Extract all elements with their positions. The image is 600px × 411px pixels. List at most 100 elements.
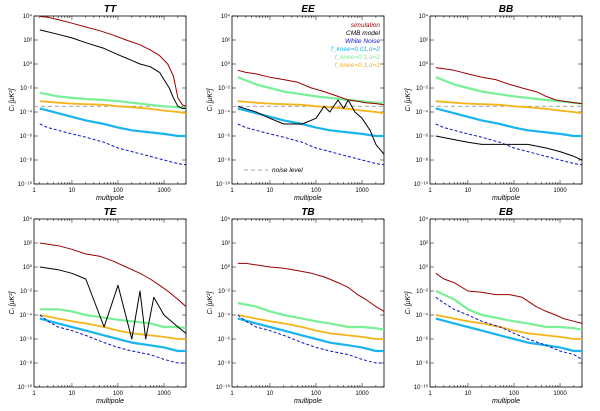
panel-eb: EB 1 10 100 1000 10⁴ 10² 10⁰ 10⁻² 10⁻⁴ 10⁻⁶ 10⁻⁸ 10⁻… xyxy=(405,207,583,405)
panel-frame xyxy=(429,15,583,185)
y-tick-label: 10⁻⁴ xyxy=(218,109,231,116)
legend-entry-simulation: simulation xyxy=(351,22,381,29)
y-tick-label: 10² xyxy=(419,38,428,44)
y-axis-label: Cₗ [μK²] xyxy=(207,88,214,112)
series-f-01-a2 xyxy=(39,308,186,330)
panel-title: BB xyxy=(499,4,513,15)
x-axis-label: multipole xyxy=(294,398,322,405)
y-tick-label: 10⁻⁶ xyxy=(416,133,429,140)
x-tick-label: 1 xyxy=(32,188,36,194)
x-tick-label: 10 xyxy=(465,188,472,194)
legend-noise-label: noise level xyxy=(272,167,303,174)
series-f-01-a2 xyxy=(39,91,186,110)
y-tick-label: 10⁻² xyxy=(20,289,32,295)
y-tick-label: 10⁻⁸ xyxy=(20,360,33,367)
series-simulation xyxy=(435,272,582,324)
x-axis-label: multipole xyxy=(492,398,520,405)
series-f-01-a1 xyxy=(237,314,384,340)
y-tick-label: 10⁻² xyxy=(20,86,32,92)
y-tick-label: 10⁻⁶ xyxy=(20,336,33,343)
x-tick-label: 1000 xyxy=(355,188,369,194)
y-axis-label: Cₗ [μK²] xyxy=(9,88,16,112)
series-f-001-a2 xyxy=(435,107,582,138)
series-simulation xyxy=(39,242,186,307)
y-tick-label: 10⁻¹⁰ xyxy=(216,384,231,391)
panel-frame xyxy=(429,218,583,388)
y-tick-label: 10⁻⁸ xyxy=(218,360,231,367)
series-f-001-a2 xyxy=(39,107,186,138)
y-tick-label: 10⁻² xyxy=(218,289,230,295)
panel-frame xyxy=(33,218,187,388)
panel-title: TB xyxy=(301,207,314,218)
panel-series xyxy=(34,16,186,166)
series-cmb xyxy=(237,99,384,155)
x-tick-label: 1 xyxy=(428,391,432,397)
series-f-01-a1 xyxy=(237,100,384,115)
y-tick-label: 10⁻¹⁰ xyxy=(216,181,231,188)
series-f-01-a1 xyxy=(39,314,186,340)
x-tick-label: 100 xyxy=(509,391,520,397)
panel-title: TE xyxy=(104,207,117,218)
x-tick-label: 100 xyxy=(311,188,322,194)
series-simulation xyxy=(237,69,384,106)
series-f-001-a2 xyxy=(435,317,582,353)
series-f-01-a2 xyxy=(435,290,582,331)
x-tick-label: 1000 xyxy=(553,391,567,397)
y-tick-label: 10⁻² xyxy=(218,86,230,92)
y-tick-label: 10⁻⁸ xyxy=(416,360,429,367)
y-tick-label: 10⁻⁶ xyxy=(20,133,33,140)
series-f-01-a1 xyxy=(39,100,186,115)
series-f-01-a2 xyxy=(237,301,384,331)
y-tick-label: 10⁻⁸ xyxy=(218,157,231,164)
y-tick-label: 10² xyxy=(23,38,32,44)
x-tick-label: 1 xyxy=(32,391,36,397)
x-axis-label: multipole xyxy=(96,398,124,405)
panel-series xyxy=(232,69,384,166)
panel-te: TE 1 10 100 1000 10⁴ 10² 10⁰ 10⁻² 10⁻⁴ 10⁻⁶ 10⁻⁸ 10⁻… xyxy=(9,207,187,405)
legend-entry-white-noise: White Noise xyxy=(345,38,380,45)
y-tick-label: 10⁻⁸ xyxy=(20,157,33,164)
x-tick-label: 100 xyxy=(311,391,322,397)
legend-entry-cmb: CMB model xyxy=(346,30,381,37)
y-tick-label: 10⁻⁶ xyxy=(416,336,429,343)
y-tick-label: 10⁴ xyxy=(419,216,429,223)
x-tick-label: 10 xyxy=(69,188,76,194)
series-white-noise xyxy=(39,314,186,364)
series-cmb xyxy=(39,266,186,340)
y-tick-label: 10⁻⁴ xyxy=(218,312,231,319)
y-tick-label: 10⁻⁴ xyxy=(20,109,33,116)
x-tick-label: 1000 xyxy=(157,188,171,194)
y-tick-label: 10⁰ xyxy=(221,61,231,68)
series-f-001-a2 xyxy=(237,107,384,138)
y-tick-label: 10⁰ xyxy=(23,264,33,271)
y-tick-label: 10² xyxy=(221,38,230,44)
y-tick-label: 10⁰ xyxy=(221,264,231,271)
y-tick-label: 10⁴ xyxy=(23,216,33,223)
y-tick-label: 10⁻⁸ xyxy=(416,157,429,164)
series-f-001-a2 xyxy=(237,317,384,353)
y-tick-label: 10⁻⁶ xyxy=(218,133,231,140)
x-tick-label: 1 xyxy=(428,188,432,194)
y-tick-label: 10⁻⁴ xyxy=(416,312,429,319)
y-tick-label: 10⁻¹⁰ xyxy=(414,181,429,188)
y-tick-label: 10⁻² xyxy=(416,86,428,92)
series-white-noise xyxy=(237,123,384,166)
panel-title: EE xyxy=(301,4,315,15)
panel-series xyxy=(435,272,582,360)
panel-title: EB xyxy=(499,207,513,218)
x-tick-label: 100 xyxy=(113,391,124,397)
x-axis-label: multipole xyxy=(294,195,322,202)
y-tick-label: 10⁴ xyxy=(23,13,33,20)
panel-bb: BB 1 10 100 1000 10⁴ 10² 10⁰ 10⁻² 10⁻⁴ 10⁻⁶ 10⁻⁸ 10⁻… xyxy=(405,4,583,202)
series-cmb xyxy=(435,135,582,161)
y-tick-label: 10² xyxy=(23,241,32,247)
panel-tb: TB 1 10 100 1000 10⁴ 10² 10⁰ 10⁻² 10⁻⁴ 10⁻⁶ 10⁻⁸ 10⁻… xyxy=(207,207,385,405)
x-tick-label: 10 xyxy=(465,391,472,397)
x-tick-label: 10 xyxy=(69,391,76,397)
y-tick-label: 10⁻⁴ xyxy=(20,312,33,319)
x-axis-label: multipole xyxy=(96,195,124,202)
y-tick-label: 10² xyxy=(221,241,230,247)
y-tick-label: 10⁻¹⁰ xyxy=(414,384,429,391)
x-tick-label: 1000 xyxy=(157,391,171,397)
series-f-01-a1 xyxy=(435,100,582,115)
